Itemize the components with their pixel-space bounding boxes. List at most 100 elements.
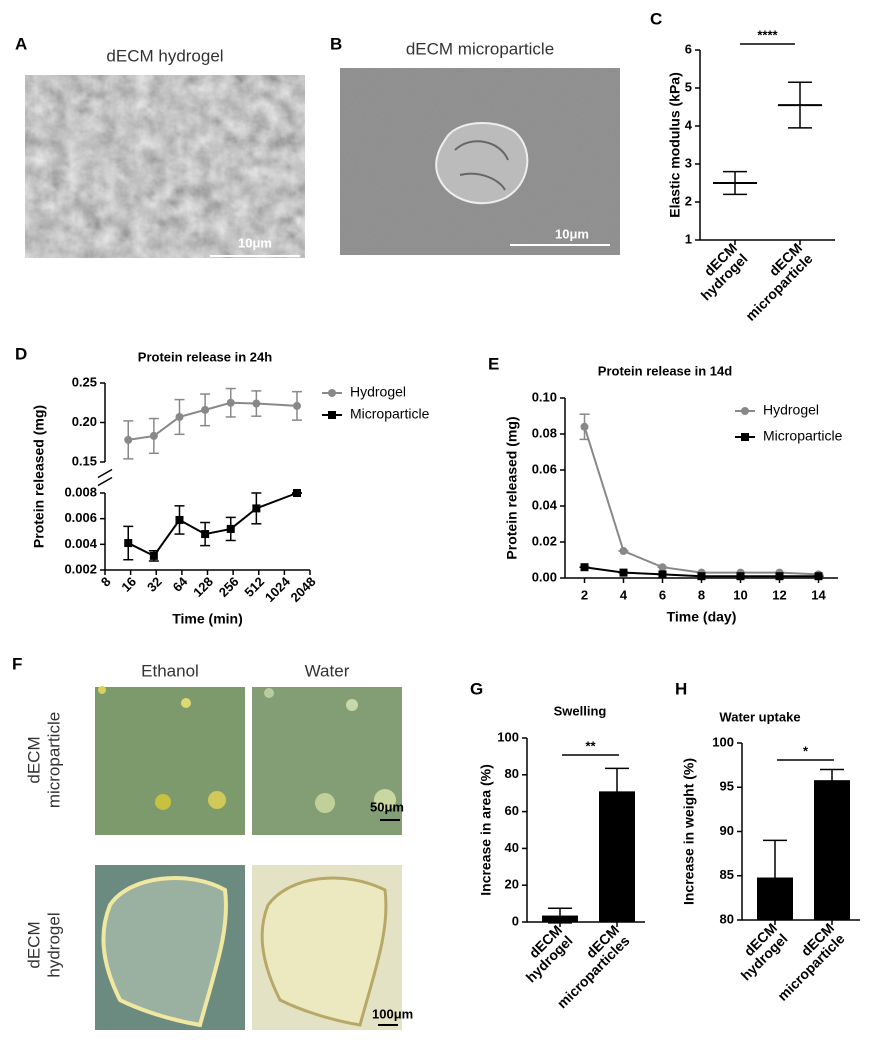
point (658, 570, 667, 579)
point (175, 412, 184, 421)
x-axis-label: Time (day) (667, 609, 737, 625)
point (201, 405, 210, 414)
panel-label: B (330, 34, 342, 53)
x-tick-label: 256 (216, 574, 242, 600)
y-tick-label: 100 (497, 729, 519, 744)
y-axis-label: Protein released (mg) (31, 405, 47, 548)
bar (814, 780, 850, 920)
legend-marker (328, 411, 336, 419)
y-tick-label: 0.00 (532, 569, 557, 584)
y-tick-label: 0.25 (72, 374, 97, 389)
y-tick-label: 20 (505, 877, 519, 892)
point (814, 572, 823, 581)
panel-label: G (470, 679, 483, 698)
point (124, 435, 133, 444)
legend-label: Microparticle (350, 406, 430, 422)
y-axis-label: Increase in area (%) (478, 764, 494, 896)
y-axis-label: Elastic modulus (kPa) (667, 72, 683, 217)
point (292, 401, 301, 410)
point (697, 572, 706, 581)
legend-label: Microparticle (763, 428, 843, 444)
panel-label: F (12, 654, 22, 673)
legend-marker (741, 407, 749, 415)
scale-bar-label: 100μm (372, 1006, 413, 1021)
y-tick-label: 0.006 (64, 510, 97, 525)
x-axis-label: Time (min) (172, 611, 243, 627)
point (124, 539, 133, 548)
x-tick-label: 64 (170, 573, 191, 594)
y-tick-label: 0.08 (532, 425, 557, 440)
y-tick-label: 0.002 (64, 561, 97, 576)
chart-title: Water uptake (719, 709, 800, 724)
point (226, 398, 235, 407)
row-label: dECM (24, 736, 43, 783)
panel-label: H (675, 679, 687, 698)
y-tick-label: 0.06 (532, 461, 557, 476)
x-tick-label: 8 (698, 587, 705, 602)
y-tick-label: 6 (685, 41, 692, 56)
y-tick-label: 85 (720, 867, 734, 882)
scale-bar-label: 50μm (370, 799, 404, 814)
particle (435, 122, 529, 205)
particle-detail (454, 140, 509, 191)
row-label: hydrogel (44, 912, 63, 977)
micrograph (95, 687, 245, 835)
y-tick-label: 5 (685, 79, 692, 94)
point (580, 422, 589, 431)
point (658, 563, 667, 572)
y-tick-label: 0.004 (64, 536, 97, 551)
scale-bar-label: 10μm (555, 226, 589, 241)
x-tick-label: 2048 (287, 574, 318, 605)
image-title: dECM microparticle (406, 39, 554, 58)
y-tick-label: 80 (505, 766, 519, 781)
column-label: Ethanol (141, 661, 199, 680)
chart-title: Swelling (554, 703, 607, 718)
y-tick-label: 100 (712, 734, 734, 749)
y-tick-label: 0.10 (532, 389, 557, 404)
point (775, 572, 784, 581)
point (175, 515, 184, 524)
y-tick-label: 0.04 (532, 497, 558, 512)
y-tick-label: 0.15 (72, 453, 97, 468)
legend-label: Hydrogel (350, 384, 406, 400)
x-tick-label: 2 (581, 587, 588, 602)
panel-label: D (15, 344, 27, 363)
y-tick-label: 0.02 (532, 533, 557, 548)
panel-label: A (15, 34, 27, 53)
x-tick-label: 128 (190, 574, 216, 600)
particles (98, 686, 396, 813)
point (736, 572, 745, 581)
y-tick-label: 1 (685, 231, 692, 246)
panel-label: E (488, 354, 499, 373)
y-tick-label: 95 (720, 779, 734, 794)
y-tick-label: 2 (685, 193, 692, 208)
chart-title: Protein release in 24h (138, 349, 272, 364)
point (226, 524, 235, 533)
hydrogel (101, 876, 228, 1028)
x-tick-label: 14 (811, 587, 826, 602)
legend-marker (741, 433, 749, 441)
point (292, 489, 301, 497)
legend-marker (328, 389, 336, 397)
y-axis-label: Protein released (mg) (504, 416, 520, 559)
sem-texture (25, 75, 305, 258)
y-tick-label: 80 (720, 911, 734, 926)
y-tick-label: 0.008 (64, 484, 97, 499)
panel-label: C (650, 9, 662, 28)
x-tick-label: 32 (144, 574, 165, 595)
x-tick-label: 12 (772, 587, 786, 602)
point (149, 431, 158, 440)
y-tick-label: 3 (685, 155, 692, 170)
point (201, 530, 210, 539)
row-label: microparticle (44, 712, 63, 808)
x-tick-label: 16 (118, 574, 139, 595)
x-tick-label: 4 (620, 587, 628, 602)
x-tick-label: 8 (98, 574, 114, 590)
chart-title: Protein release in 14d (598, 363, 732, 378)
axis-break (97, 468, 113, 479)
point (580, 563, 589, 572)
significance-label: * (803, 743, 809, 758)
point (252, 504, 261, 513)
